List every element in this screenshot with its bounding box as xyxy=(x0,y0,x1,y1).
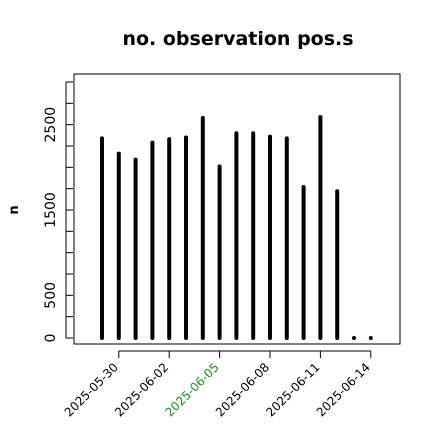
bars xyxy=(100,114,373,340)
y-tick-label: 1500 xyxy=(43,192,59,228)
y-tick-label: 2500 xyxy=(43,107,59,143)
chart-title: no. observation pos.s xyxy=(122,28,353,50)
y-tick-label: 0 xyxy=(43,334,59,343)
y-axis: 0 500 1500 2500 xyxy=(43,81,73,343)
bar-zero-point xyxy=(352,336,356,340)
x-axis: 2025-05-302025-06-022025-06-052025-06-08… xyxy=(62,350,373,419)
x-tick-label: 2025-06-14 xyxy=(314,360,373,419)
plot-frame xyxy=(73,73,401,345)
y-axis-label: n xyxy=(7,205,22,214)
y-tick-label: 500 xyxy=(43,282,59,309)
bar-zero-point xyxy=(368,336,373,340)
